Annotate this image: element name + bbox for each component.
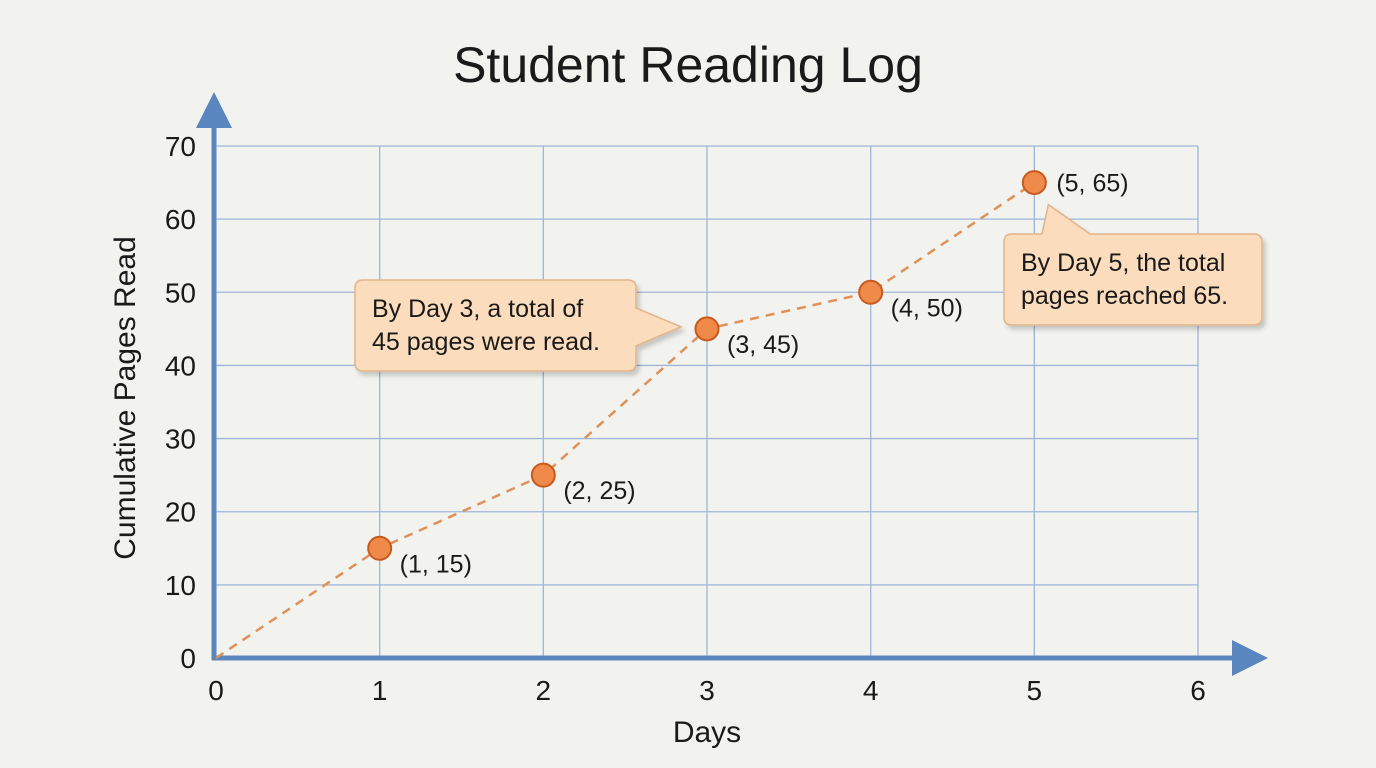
x-tick-label-6: 6 xyxy=(1190,675,1206,706)
chart-title: Student Reading Log xyxy=(453,37,923,93)
data-point-4 xyxy=(858,279,884,305)
x-tick-label-0: 0 xyxy=(208,675,224,706)
callout-2 xyxy=(1003,203,1263,326)
y-tick-labels: 0 10 20 30 40 50 60 70 xyxy=(165,131,196,674)
callout-box-2 xyxy=(1003,203,1263,326)
y-tick-label-50: 50 xyxy=(165,277,196,308)
x-tick-label-2: 2 xyxy=(536,675,552,706)
series-path xyxy=(215,181,1036,660)
axes xyxy=(196,92,1268,676)
data-point-3 xyxy=(694,316,720,342)
callout-1-line-2: 45 pages were read. xyxy=(372,328,600,356)
y-tick-label-0: 0 xyxy=(180,643,196,674)
y-tick-label-30: 30 xyxy=(165,424,196,455)
series-line xyxy=(215,181,1036,660)
y-axis-arrow xyxy=(196,92,232,128)
callout-box-1 xyxy=(354,279,683,372)
x-tick-label-4: 4 xyxy=(863,675,879,706)
callout-2-line-1: By Day 5, the total xyxy=(1021,249,1225,277)
point-labels: (1, 15) (2, 25) (3, 45) (4, 50) (5, 65) xyxy=(400,170,1129,579)
callout-1 xyxy=(354,279,683,372)
x-tick-label-5: 5 xyxy=(1027,675,1043,706)
x-tick-labels: 0 1 2 3 4 5 6 xyxy=(208,675,1206,706)
data-point-2 xyxy=(530,462,556,488)
y-tick-label-40: 40 xyxy=(165,350,196,381)
point-label-2: (2, 25) xyxy=(563,477,635,505)
y-tick-label-60: 60 xyxy=(165,204,196,235)
callout-1-line-1: By Day 3, a total of xyxy=(372,295,583,323)
point-label-5: (5, 65) xyxy=(1056,170,1128,198)
point-label-4: (4, 50) xyxy=(891,294,963,322)
y-tick-label-10: 10 xyxy=(165,570,196,601)
y-axis-label: Cumulative Pages Read xyxy=(109,236,142,560)
callout-2-line-2: pages reached 65. xyxy=(1021,282,1228,310)
x-tick-label-3: 3 xyxy=(699,675,715,706)
callouts: By Day 3, a total of 45 pages were read. B… xyxy=(354,203,1263,372)
data-point-5 xyxy=(1021,170,1047,196)
data-points xyxy=(367,170,1047,561)
point-label-1: (1, 15) xyxy=(400,550,472,578)
x-tick-label-1: 1 xyxy=(372,675,388,706)
data-point-1 xyxy=(367,535,393,561)
y-tick-label-20: 20 xyxy=(165,497,196,528)
x-axis-label: Days xyxy=(673,716,741,749)
x-axis-arrow xyxy=(1232,640,1268,676)
y-tick-label-70: 70 xyxy=(165,131,196,162)
point-label-3: (3, 45) xyxy=(727,331,799,359)
